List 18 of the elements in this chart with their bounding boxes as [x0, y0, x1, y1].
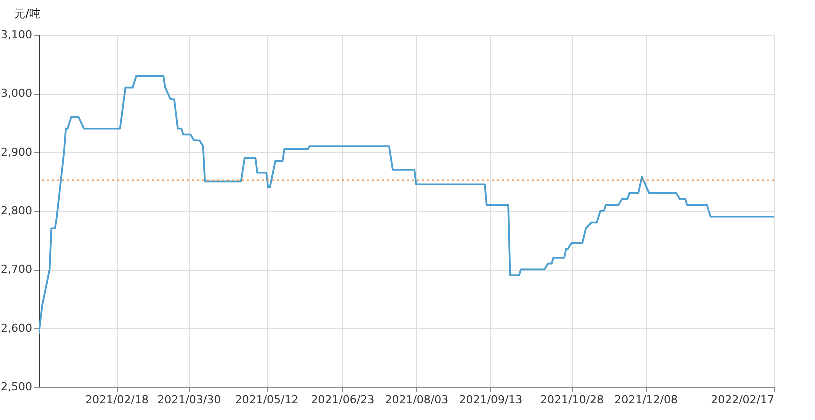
- y-tick-label: 2,900: [1, 146, 32, 159]
- y-tick-label: 2,500: [1, 380, 32, 394]
- x-tick-label: 2021/10/28: [540, 394, 604, 406]
- x-tick-label: 2021/08/03: [385, 394, 449, 406]
- x-tick-label: 2021/03/30: [158, 394, 222, 406]
- y-tick-label: 2,800: [1, 204, 32, 218]
- y-axis-title: 元/吨: [14, 8, 40, 20]
- y-tick-label: 3,000: [1, 87, 32, 100]
- line-series: [39, 75, 774, 336]
- y-tick-label: 2,700: [1, 263, 32, 276]
- x-tick-label: 2021/05/12: [235, 394, 299, 406]
- y-tick-label: 2,600: [1, 322, 32, 335]
- y-tick-label: 3,100: [1, 28, 32, 42]
- x-tick-label: 2021/09/13: [459, 394, 523, 406]
- x-tick-label: 2021/12/08: [614, 394, 678, 406]
- x-tick-label: 2021/02/18: [85, 394, 149, 406]
- x-tick-label: 2022/02/17: [711, 394, 774, 406]
- x-tick-label: 2021/06/23: [311, 394, 375, 406]
